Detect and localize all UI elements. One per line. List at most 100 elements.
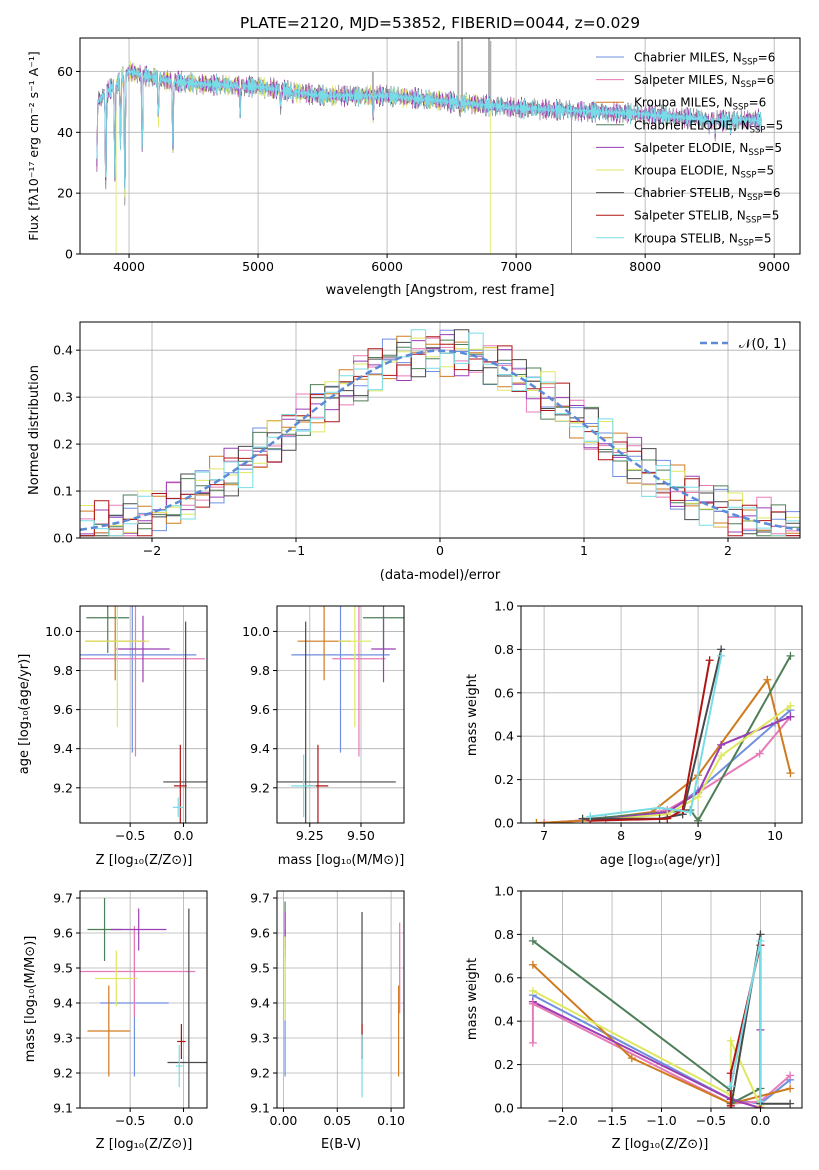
legend-entry: Salpeter STELIB, NSSP=5 xyxy=(634,209,779,226)
y-tick-label: 1.0 xyxy=(494,599,514,614)
legend-subscript: SSP xyxy=(750,125,766,135)
axes-frame xyxy=(79,605,208,824)
legend-suffix: =5 xyxy=(754,231,772,245)
y-tick-label: 0.6 xyxy=(494,970,514,985)
y-tick-label: 9.6 xyxy=(250,702,270,717)
y-tick-label: 9.4 xyxy=(250,741,270,756)
y-tick-label: 9.2 xyxy=(250,1066,270,1081)
y-tick-label: 0.0 xyxy=(53,531,73,546)
weight-marker xyxy=(532,819,541,823)
plot-area xyxy=(277,606,404,823)
spectrum-legend: Chabrier MILES, NSSP=6 Salpeter MILES, NS… xyxy=(596,51,783,248)
y-tick-label: 0.8 xyxy=(494,927,514,942)
legend-entry: Kroupa ELODIE, NSSP=5 xyxy=(634,164,774,181)
weight-marker xyxy=(663,814,672,823)
residual-panel: −2 −1 0 1 2 0.0 0.1 0.2 0.3 0.4 (data-model)/erro… xyxy=(27,321,801,583)
weight-vs-age-ylabel: mass weight xyxy=(465,674,480,756)
x-tick-label: 8000 xyxy=(629,259,661,274)
legend-subscript: SSP xyxy=(741,171,757,181)
y-tick-label: 9.5 xyxy=(250,961,270,976)
y-tick-label: 0.2 xyxy=(494,772,514,787)
legend-suffix: =6 xyxy=(763,186,781,200)
axes-frame xyxy=(276,605,405,824)
x-tick-label: 9000 xyxy=(758,259,790,274)
y-tick-label: 9.7 xyxy=(53,891,73,906)
gaussian-legend-label: 𝒩(0, 1) xyxy=(739,337,786,352)
gaussian-curve xyxy=(80,349,800,532)
weight-marker xyxy=(717,651,726,660)
y-tick-label: 9.6 xyxy=(250,926,270,941)
x-tick-label: 1 xyxy=(580,543,588,558)
y-tick-label: 0 xyxy=(65,247,73,262)
axes-frame xyxy=(520,890,803,1109)
weight-series-2 xyxy=(536,677,792,823)
x-tick-label: −0.5 xyxy=(115,828,145,843)
age-vs-mass-xlabel: mass [log₁₀(M/M⊙)] xyxy=(278,853,405,868)
mass-vs-ebv-xlabel: E(B-V) xyxy=(321,1137,361,1152)
x-tick-label: 7 xyxy=(540,828,548,843)
weight-marker xyxy=(528,1038,537,1047)
y-tick-label: 10.0 xyxy=(45,624,73,639)
residual-plot: −2 −1 0 1 2 0.0 0.1 0.2 0.3 0.4 xyxy=(53,321,801,558)
age-vs-z-panel: −0.5 0.09.29.49.69.810.0 Z [log₁₀(Z/Z⊙)] … xyxy=(17,605,208,868)
weight-marker xyxy=(686,808,695,817)
age-vs-mass-panel: 9.25 9.50 9.2 9.4 9.6 9.8 10.0 mass [log₁₀(M/M… xyxy=(242,605,405,868)
weight-marker xyxy=(755,749,764,758)
weight-marker xyxy=(627,1054,636,1063)
weight-marker xyxy=(717,740,726,749)
weight-marker xyxy=(786,769,795,778)
weight-marker xyxy=(705,656,714,665)
weight-marker xyxy=(528,936,537,945)
plot-area xyxy=(532,645,795,823)
x-tick-label: 0.0 xyxy=(174,1113,194,1128)
weight-marker xyxy=(655,803,664,812)
weight-marker xyxy=(726,1101,735,1108)
weight-marker xyxy=(694,816,703,823)
weight-series-8 xyxy=(590,655,723,818)
weight-series-7 xyxy=(590,660,711,822)
legend-subscript: SSP xyxy=(746,216,762,226)
x-tick-label: 7000 xyxy=(500,259,532,274)
weight-vs-z-ylabel: mass weight xyxy=(465,958,480,1040)
weight-marker xyxy=(528,986,537,995)
figure-title: PLATE=2120, MJD=53852, FIBERID=0044, z=0… xyxy=(240,14,640,32)
legend-entry: Salpeter ELODIE, NSSP=5 xyxy=(634,141,782,158)
legend-subscript: SSP xyxy=(741,80,757,90)
y-tick-label: 9.6 xyxy=(53,702,73,717)
y-tick-label: 1.0 xyxy=(494,884,514,899)
axes-frame xyxy=(276,890,405,1109)
weight-series-3 xyxy=(532,940,761,1106)
residual-histogram-8 xyxy=(80,329,800,537)
mass-vs-z-ylabel: mass [log₁₀(M/M⊙)] xyxy=(23,936,38,1063)
y-tick-label: 0.3 xyxy=(53,390,73,405)
plot-area xyxy=(284,901,401,1098)
y-tick-label: 9.4 xyxy=(53,741,73,756)
plot-area xyxy=(80,329,800,537)
y-tick-label: 0.0 xyxy=(494,1101,514,1116)
legend-entry: Chabrier MILES, NSSP=6 xyxy=(634,51,775,68)
y-tick-label: 0.8 xyxy=(494,642,514,657)
x-tick-label: −0.5 xyxy=(115,1113,145,1128)
legend-suffix: =5 xyxy=(762,209,780,223)
weight-marker xyxy=(756,1097,765,1106)
y-tick-label: 0.2 xyxy=(53,437,73,452)
model-spectrum-8 xyxy=(96,65,762,190)
weight-vs-age-plot: 7 8 9 10 0.0 0.2 0.4 0.6 0.8 1.0 xyxy=(494,599,803,843)
weight-marker xyxy=(717,751,726,760)
residual-xlabel: (data-model)/error xyxy=(380,568,501,583)
weight-marker xyxy=(540,819,549,823)
y-tick-label: 9.5 xyxy=(53,961,73,976)
y-tick-label: 0.4 xyxy=(53,343,73,358)
weight-vs-age-panel: 7 8 9 10 0.0 0.2 0.4 0.6 0.8 1.0 age [log₁₀(age/y… xyxy=(465,599,803,868)
age-vs-z-xlabel: Z [log₁₀(Z/Z⊙)] xyxy=(96,853,193,868)
age-vs-mass-plot: 9.25 9.50 9.2 9.4 9.6 9.8 10.0 xyxy=(242,605,405,843)
weight-marker xyxy=(786,712,795,721)
weight-marker xyxy=(694,792,703,801)
weight-marker xyxy=(726,1082,735,1091)
y-tick-label: 0.2 xyxy=(494,1057,514,1072)
y-tick-label: 9.7 xyxy=(250,891,270,906)
plot-area xyxy=(80,606,207,823)
legend-entry: Kroupa STELIB, NSSP=5 xyxy=(634,231,772,248)
weight-marker xyxy=(528,999,537,1008)
